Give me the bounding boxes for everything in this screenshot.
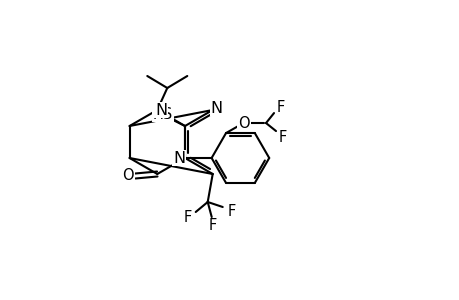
Text: F: F: [183, 211, 191, 226]
Text: F: F: [276, 100, 285, 115]
Text: F: F: [278, 130, 286, 145]
Text: N: N: [155, 103, 167, 118]
Text: O: O: [238, 116, 249, 130]
Text: O: O: [122, 169, 134, 184]
Text: N: N: [173, 151, 185, 166]
Text: F: F: [227, 205, 235, 220]
Text: N: N: [210, 100, 222, 116]
Text: F: F: [208, 218, 216, 233]
Text: HS: HS: [152, 106, 173, 122]
